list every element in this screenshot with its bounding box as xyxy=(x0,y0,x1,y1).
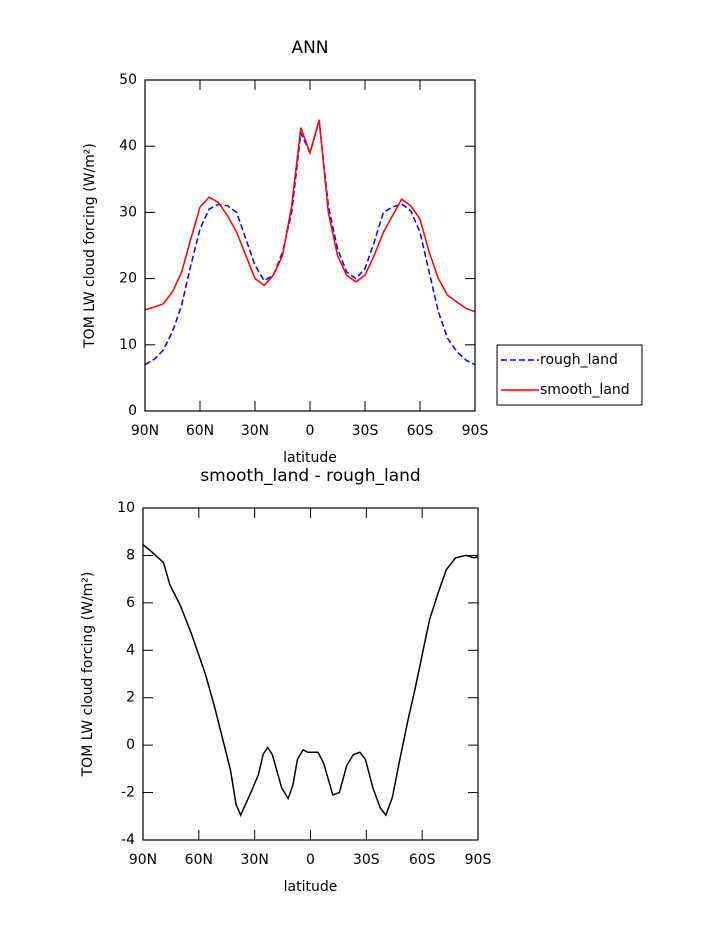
x-tick-label: 30N xyxy=(241,423,269,439)
chart-title: smooth_land - rough_land xyxy=(200,466,420,486)
series-line xyxy=(144,119,476,313)
legend-label: smooth_land xyxy=(540,382,630,398)
x-tick-label: 30S xyxy=(352,423,379,439)
y-tick-label: 0 xyxy=(126,737,135,753)
x-tick-label: 60N xyxy=(186,423,214,439)
series-line xyxy=(142,544,479,817)
y-axis-label: TOM LW cloud forcing (W/m²) xyxy=(80,572,96,778)
x-tick-label: 30N xyxy=(241,852,269,868)
plot-frame xyxy=(142,507,479,841)
y-tick-label: 10 xyxy=(117,500,135,516)
x-axis-label: latitude xyxy=(284,879,338,895)
x-tick-label: 0 xyxy=(306,852,315,868)
y-tick-label: 30 xyxy=(119,204,137,220)
y-tick-label: 40 xyxy=(119,138,137,154)
x-tick-label: 90N xyxy=(131,423,159,439)
x-tick-label: 60S xyxy=(409,852,436,868)
series-line xyxy=(144,120,476,366)
x-tick-label: 60N xyxy=(185,852,213,868)
legend-label: rough_land xyxy=(540,352,618,368)
y-tick-label: 10 xyxy=(119,337,137,353)
y-tick-label: 4 xyxy=(126,642,135,658)
x-axis-label: latitude xyxy=(283,450,337,466)
y-tick-label: -2 xyxy=(121,785,135,801)
x-tick-label: 60S xyxy=(407,423,434,439)
y-tick-label: 8 xyxy=(126,547,135,563)
y-tick-label: 6 xyxy=(126,595,135,611)
y-axis-label: TOM LW cloud forcing (W/m²) xyxy=(82,143,98,349)
legend-box xyxy=(496,344,643,406)
y-tick-label: -4 xyxy=(121,832,135,848)
plot-frame xyxy=(144,79,476,412)
x-tick-label: 90N xyxy=(129,852,157,868)
x-tick-label: 30S xyxy=(353,852,380,868)
x-tick-label: 0 xyxy=(306,423,315,439)
y-tick-label: 2 xyxy=(126,690,135,706)
y-tick-label: 50 xyxy=(119,72,137,88)
y-tick-label: 0 xyxy=(128,403,137,419)
y-tick-label: 20 xyxy=(119,271,137,287)
x-tick-label: 90S xyxy=(462,423,489,439)
x-tick-label: 90S xyxy=(465,852,492,868)
chart-title: ANN xyxy=(291,38,328,58)
